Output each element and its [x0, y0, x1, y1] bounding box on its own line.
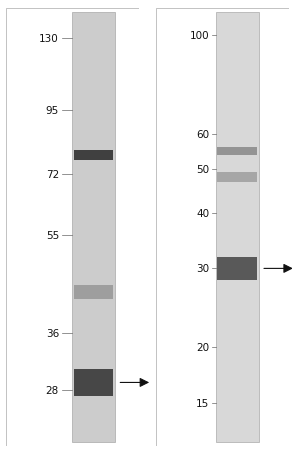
Text: 100: 100 [190, 31, 209, 41]
Text: 20: 20 [196, 342, 209, 352]
Text: 30: 30 [196, 264, 209, 274]
Text: 130: 130 [39, 34, 59, 44]
Bar [217, 147, 257, 156]
Bar [74, 369, 114, 396]
Text: 28: 28 [46, 386, 59, 396]
Text: 95: 95 [46, 106, 59, 116]
Bar [72, 14, 115, 441]
Text: 36: 36 [46, 328, 59, 338]
Text: 72: 72 [46, 169, 59, 179]
Bar [74, 151, 114, 161]
Text: 15: 15 [196, 398, 209, 408]
Bar [217, 258, 257, 280]
Bar [216, 14, 258, 441]
Bar [217, 173, 257, 183]
Bar [74, 286, 114, 299]
Text: 55: 55 [46, 231, 59, 241]
Text: 50: 50 [196, 165, 209, 175]
Text: 40: 40 [196, 208, 209, 218]
Text: 60: 60 [196, 130, 209, 140]
